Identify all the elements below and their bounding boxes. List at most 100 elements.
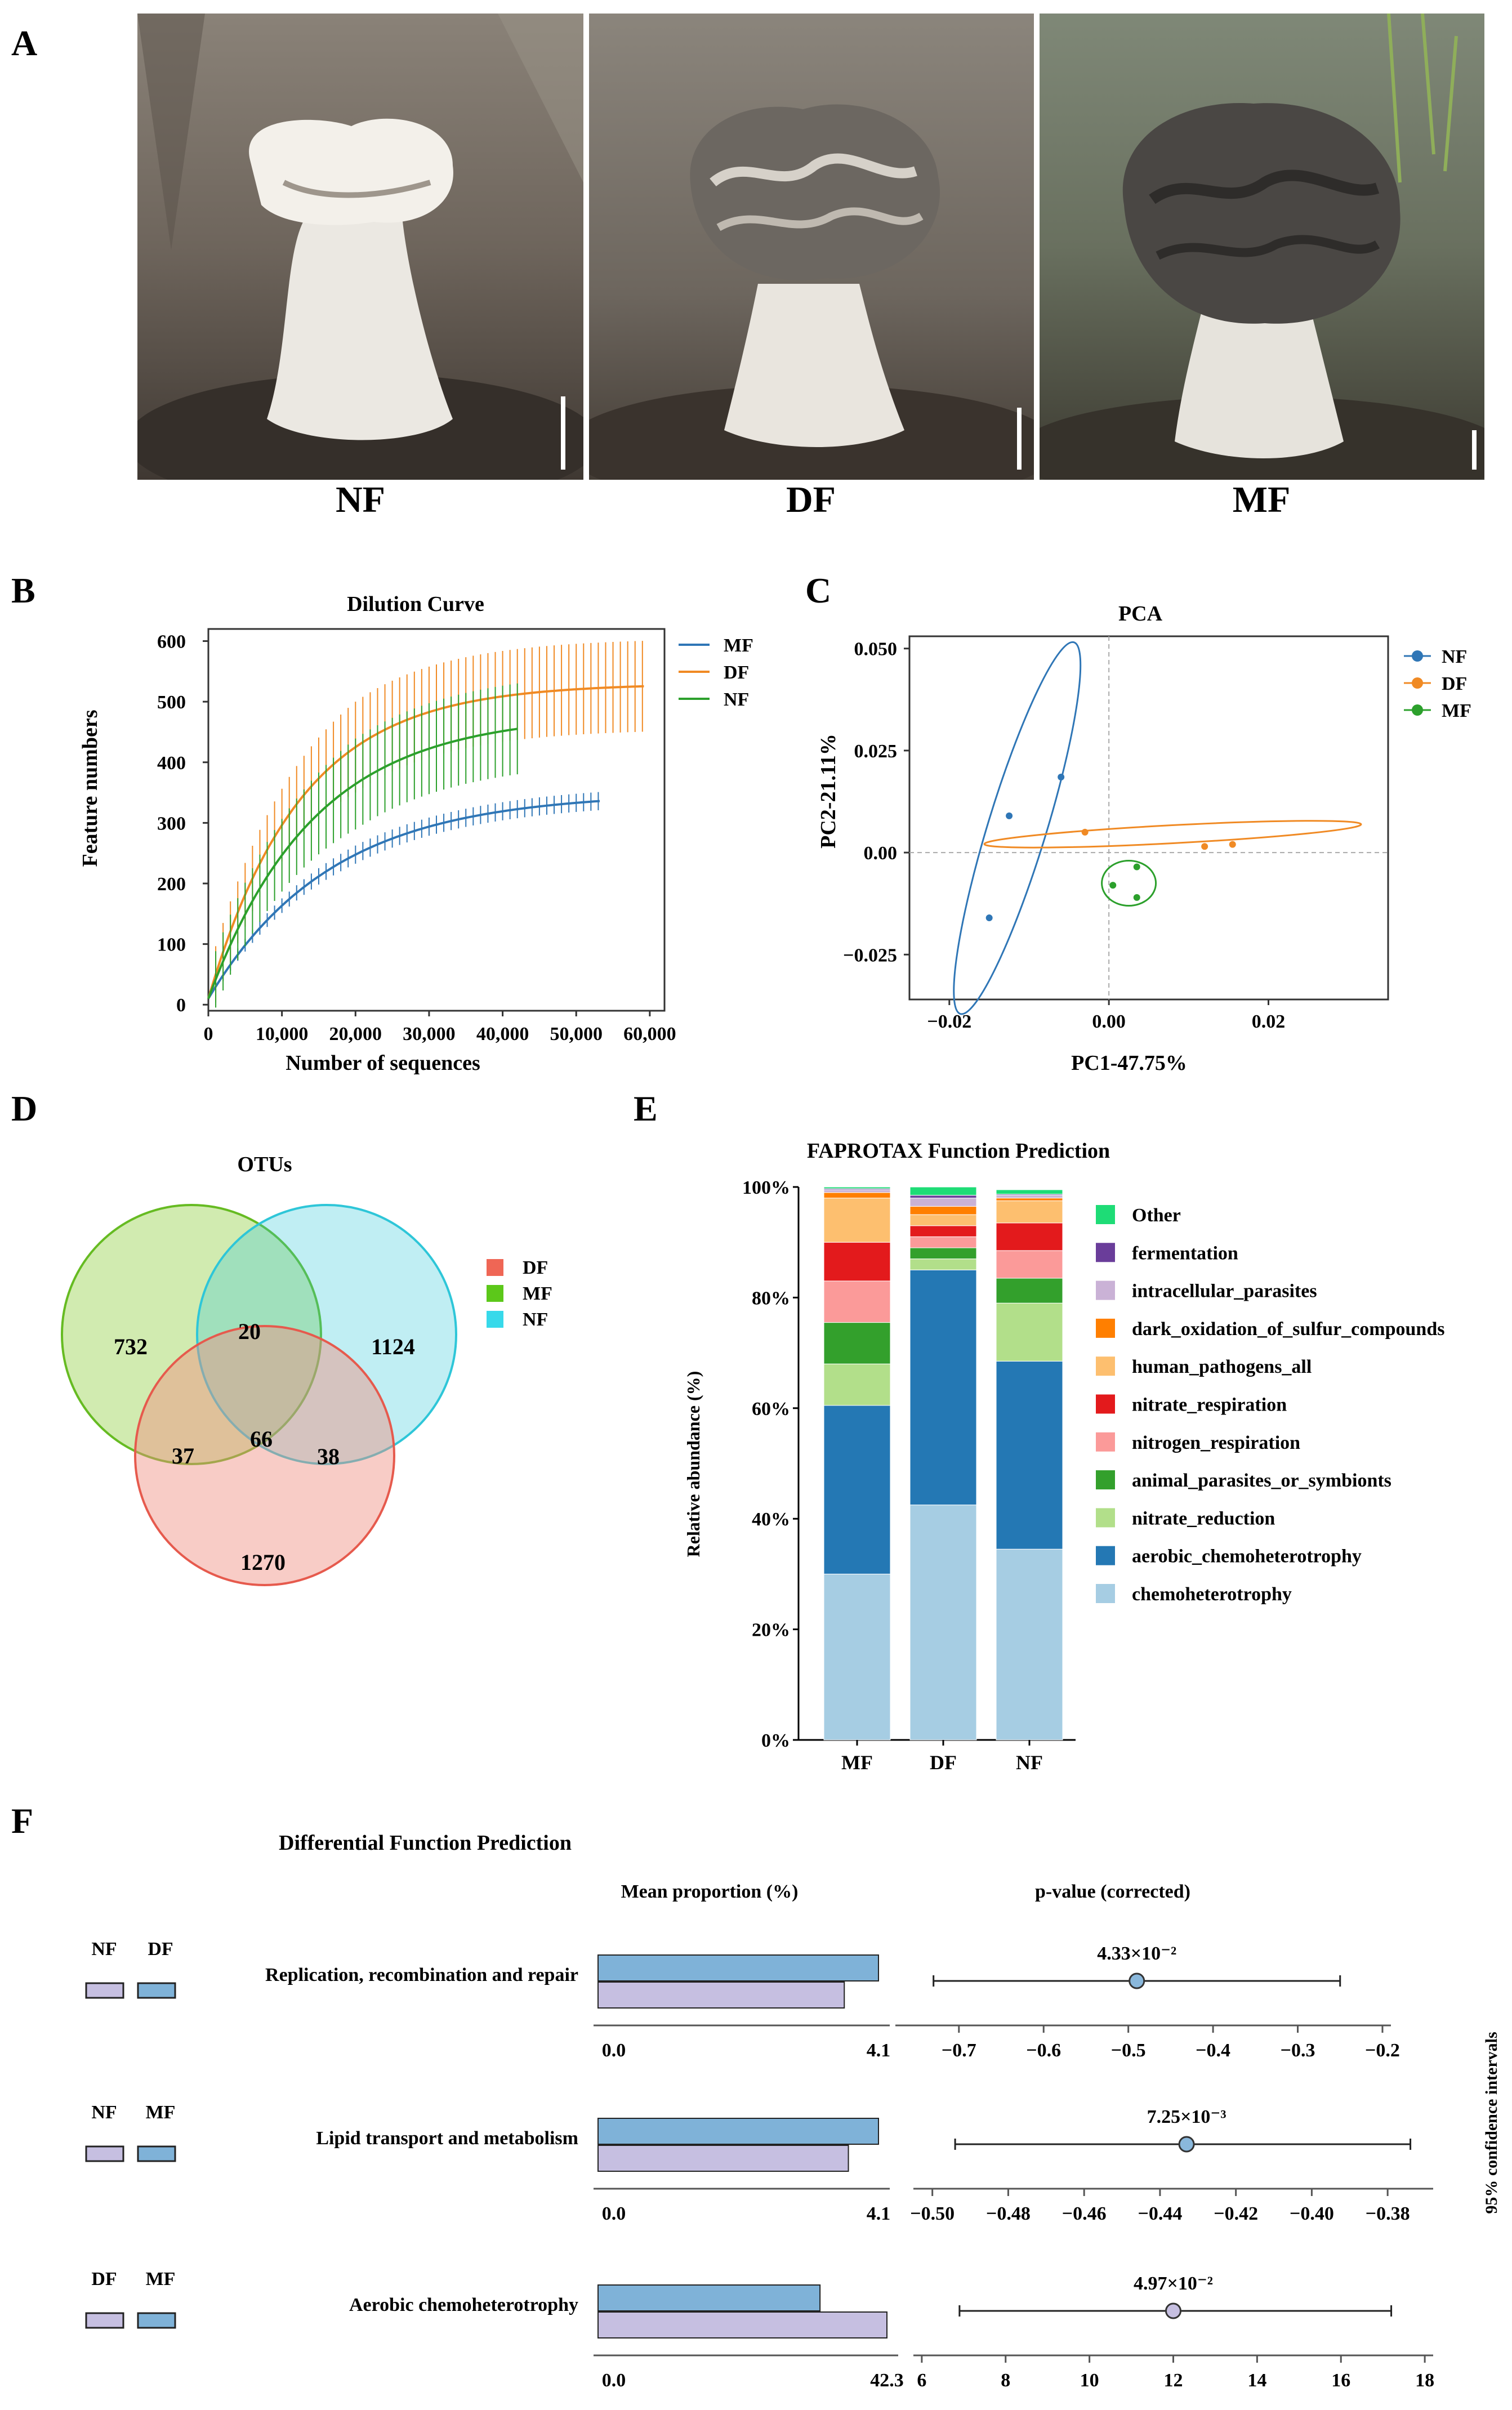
dilution-xtick-label: 40,000 — [476, 1024, 529, 1045]
faprotax-ytick-label: 0% — [761, 1730, 790, 1751]
faprotax-bar-nf-chemoheterotrophy — [996, 1548, 1063, 1740]
faprotax-bar-df-animal_parasites_or_symbionts — [909, 1247, 977, 1260]
faprotax-ytick-label: 100% — [742, 1177, 790, 1198]
venn-legend-swatch-mf — [487, 1285, 503, 1302]
faprotax-bar-nf-animal_parasites_or_symbionts — [996, 1278, 1063, 1304]
dilution-curve-nf — [207, 728, 518, 999]
dilution-ytick-label: 300 — [157, 813, 186, 834]
dilution-ytick-label: 0 — [176, 995, 186, 1016]
venn-legend-swatch-df — [487, 1259, 503, 1276]
diff-ci-tick-label: −0.4 — [1196, 2040, 1230, 2061]
diff-ci-tick-label: −0.48 — [986, 2203, 1031, 2224]
faprotax-bar-df-intracellular_parasites — [909, 1198, 977, 1207]
diff-ci-tick-label: −0.40 — [1290, 2203, 1334, 2224]
faprotax-legend-chemoheterotrophy: chemoheterotrophy — [1132, 1584, 1292, 1605]
diff-function-label: Aerobic chemoheterotrophy — [349, 2295, 578, 2315]
diff-group-label-a: DF — [91, 2269, 117, 2290]
diff-bar-first — [597, 2118, 879, 2145]
faprotax-legend-swatch — [1096, 1546, 1115, 1565]
diff-ci-tick-label: −0.6 — [1026, 2040, 1061, 2061]
diff-bar-second — [597, 2145, 849, 2172]
diff-ci-tick-label: −0.50 — [910, 2203, 955, 2224]
faprotax-legend-swatch — [1096, 1470, 1115, 1490]
panel-letter-b: B — [11, 570, 35, 610]
diff-bar-axis-min: 0.0 — [602, 2370, 626, 2391]
pca-point-mf — [1133, 863, 1140, 871]
faprotax-legend-swatch — [1096, 1508, 1115, 1528]
faprotax-title: FAPROTAX Function Prediction — [807, 1139, 1110, 1163]
faprotax-ytick-label: 60% — [752, 1399, 790, 1420]
venn-legend-df: DF — [523, 1257, 548, 1278]
diff-ci-tick-label: 16 — [1331, 2370, 1350, 2391]
venn-legend: DF MF NF — [487, 1257, 552, 1330]
diff-ci-tick-label: 18 — [1415, 2370, 1434, 2391]
dilution-ytick-label: 500 — [157, 692, 186, 713]
diff-ci-tick-label: −0.42 — [1214, 2203, 1258, 2224]
faprotax-legend-swatch — [1096, 1584, 1115, 1603]
faprotax-legend-intracellular_parasites: intracellular_parasites — [1132, 1281, 1317, 1302]
diff-title: Differential Function Prediction — [279, 1831, 572, 1855]
pca-title: PCA — [1118, 602, 1163, 626]
diff-ci-tick-label: −0.3 — [1281, 2040, 1315, 2061]
pca-frame — [908, 635, 1389, 1001]
pca-legend-dot-mf — [1412, 704, 1423, 716]
faprotax-legend-swatch — [1096, 1243, 1115, 1262]
diff-side-label: 95% confidence intervals — [1482, 2032, 1501, 2213]
venn-count-df-nf: 38 — [317, 1444, 340, 1469]
diff-ci-tick-label: −0.44 — [1138, 2203, 1182, 2224]
diff-ci-tick-label: 6 — [917, 2370, 926, 2391]
dilution-legend-nf: NF — [724, 689, 749, 710]
venn-title: OTUs — [237, 1153, 292, 1176]
dilution-legend-df: DF — [724, 662, 749, 683]
faprotax-bar-df-nitrate_respiration — [909, 1225, 977, 1237]
diff-group-swatch-b — [137, 2312, 176, 2329]
panel-letter-a: A — [11, 23, 38, 63]
pca-legend-dot-df — [1412, 677, 1423, 689]
pca-ylabel: PC2-21.11% — [817, 734, 840, 849]
faprotax-bar-df-chemoheterotrophy — [909, 1505, 977, 1740]
dilution-xtick-label: 20,000 — [329, 1024, 382, 1045]
venn-circle-df — [134, 1325, 395, 1586]
pca-ytick-label: 0.025 — [854, 741, 898, 762]
diff-bar-axis-max: 42.3 — [870, 2370, 904, 2391]
faprotax-bar-mf-chemoheterotrophy — [823, 1573, 891, 1740]
diff-ci-tick-label: −0.5 — [1111, 2040, 1146, 2061]
diff-group-label-a: NF — [91, 2102, 117, 2123]
dilution-xtick-label: 10,000 — [256, 1024, 309, 1045]
diff-group-label-b: DF — [148, 1939, 173, 1960]
faprotax-legend-Other: Other — [1132, 1205, 1181, 1226]
faprotax-ylabel: Relative abundance (%) — [683, 1371, 703, 1557]
diff-pvalue: 4.33×10⁻² — [1097, 1943, 1176, 1964]
faprotax-ytick-label: 20% — [752, 1620, 790, 1641]
faprotax-bar-mf-intracellular_parasites — [823, 1189, 891, 1193]
dilution-xtick-label: 60,000 — [623, 1024, 676, 1045]
dilution-title: Dilution Curve — [347, 592, 484, 616]
dilution-legend-mf: MF — [724, 635, 753, 656]
diff-ci-tick-label: 8 — [1001, 2370, 1010, 2391]
faprotax-bar-nf-aerobic_chemoheterotrophy — [996, 1360, 1063, 1550]
diff-group-label-b: MF — [146, 2269, 176, 2290]
faprotax-legend-swatch — [1096, 1280, 1115, 1300]
diff-bar-axis-min: 0.0 — [602, 2203, 626, 2224]
venn-circle-mf — [61, 1204, 322, 1465]
diff-ci-tick-label: −0.46 — [1062, 2203, 1107, 2224]
diff-ci-tick-label: −0.38 — [1366, 2203, 1410, 2224]
dilution-xtick-label: 30,000 — [403, 1024, 456, 1045]
pca-point-mf — [1109, 882, 1117, 889]
pca-xtick-label: 0.00 — [1092, 1011, 1126, 1032]
dilution-curve-df — [207, 685, 644, 999]
faprotax-legend-swatch — [1096, 1394, 1115, 1414]
diff-group-swatch-a — [85, 2312, 124, 2329]
dilution-ytick-label: 100 — [157, 935, 186, 956]
pca-legend-nf: NF — [1442, 646, 1467, 667]
diff-group-swatch-b — [137, 2145, 176, 2162]
faprotax-legend-human_pathogens_all: human_pathogens_all — [1132, 1356, 1312, 1377]
venn-legend-swatch-nf — [487, 1311, 503, 1328]
diff-bar-axis-max: 4.1 — [867, 2040, 891, 2061]
photo-mf — [1040, 14, 1484, 480]
panel-letter-d: D — [11, 1088, 37, 1128]
faprotax-bar-mf-dark_oxidation_of_sulfur_compounds — [823, 1192, 891, 1199]
diff-ci-tick-label: 14 — [1247, 2370, 1266, 2391]
diff-ci-tick-label: −0.7 — [942, 2040, 976, 2061]
diff-function-label: Replication, recombination and repair — [265, 1965, 578, 1985]
